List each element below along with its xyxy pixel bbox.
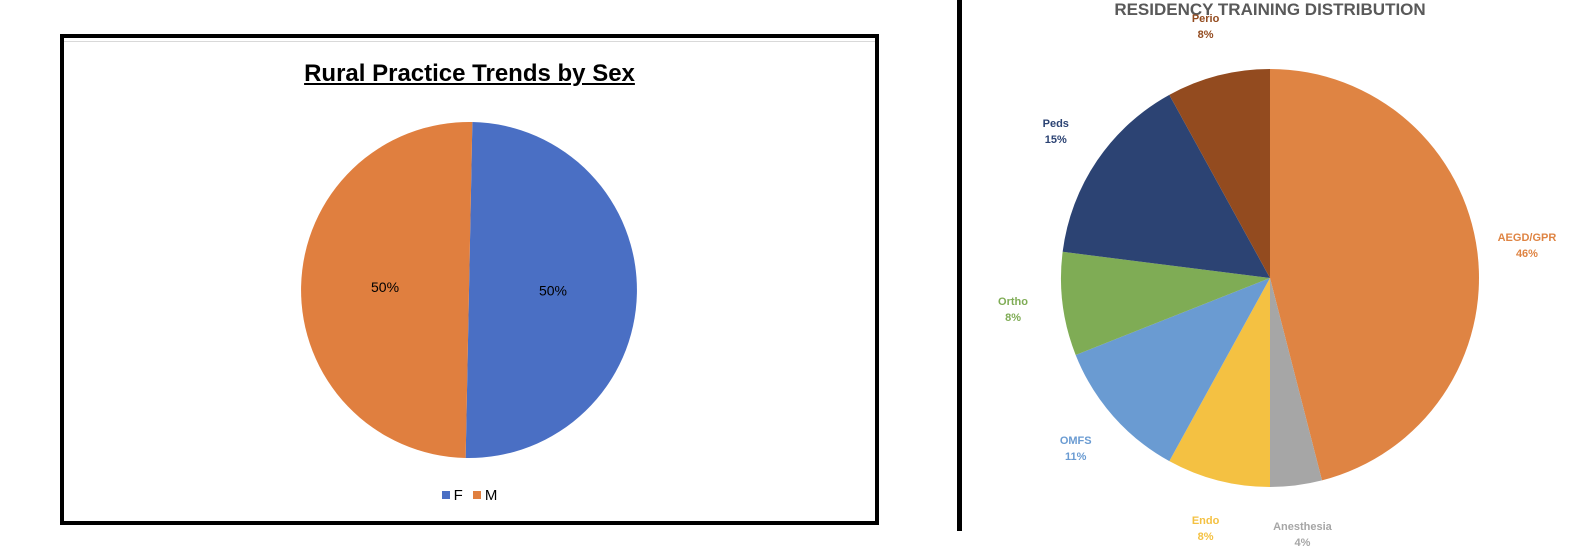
right-pie-chart (1061, 69, 1479, 487)
data-label-value-perio: 8% (1197, 29, 1214, 42)
data-label-name-omfs: OMFS (1059, 435, 1092, 448)
data-label-ortho: Ortho 8% (998, 294, 1028, 326)
panel-top-hairline (64, 41, 875, 42)
data-label-value-peds: 15% (1044, 134, 1067, 147)
pie-slice-perio (1169, 69, 1270, 278)
data-label-name-perio: Perio (1191, 13, 1220, 26)
data-label-name-endo: Endo (1191, 514, 1220, 527)
data-label-aegd-gpr: AEGD/GPR 46% (1498, 230, 1557, 262)
left-pie-chart: 50% 50% (301, 122, 637, 458)
legend-entry-f: F (441, 486, 463, 504)
pie-slice-f (465, 122, 637, 458)
pie-slice-peds (1062, 94, 1270, 279)
legend-entry-m: M (472, 486, 498, 504)
data-label-value-endo: 8% (1197, 530, 1214, 543)
pie-slice-m (301, 122, 473, 458)
pie-slice-anesthesia (1270, 278, 1322, 487)
data-label-endo: Endo 8% (1192, 513, 1220, 545)
panel-divider (957, 0, 962, 531)
pie-slice-ortho (1061, 251, 1270, 355)
data-label-value-anesthesia: 4% (1294, 536, 1311, 549)
pie-slice-omfs (1075, 278, 1270, 462)
data-label-omfs: OMFS 11% (1060, 433, 1092, 465)
legend-swatch-m (472, 491, 481, 499)
data-label-name-ortho: Ortho (998, 296, 1029, 309)
data-label-value-ortho: 8% (1005, 312, 1021, 325)
data-label-perio: Perio 8% (1192, 11, 1220, 43)
legend-label-f: F (453, 486, 463, 504)
legend-swatch-f (441, 491, 450, 499)
chart-legend: F M (64, 486, 875, 504)
data-label-name-anesthesia: Anesthesia (1273, 520, 1332, 533)
data-label-m: 50% (371, 279, 399, 295)
pie-slice-aegd-gpr (1270, 69, 1479, 481)
data-label-value-aegd-gpr: 46% (1515, 247, 1538, 260)
chart-title-residency: RESIDENCY TRAINING DISTRIBUTION (1114, 0, 1426, 19)
data-label-f: 50% (539, 282, 567, 298)
data-label-anesthesia: Anesthesia 4% (1273, 519, 1332, 551)
data-label-peds: Peds 15% (1043, 116, 1069, 148)
pie-slice-endo (1169, 278, 1270, 487)
data-label-name-aegd-gpr: AEGD/GPR (1497, 231, 1557, 244)
chart-title: Rural Practice Trends by Sex (304, 60, 635, 87)
data-label-name-peds: Peds (1042, 118, 1069, 131)
legend-label-m: M (484, 486, 498, 504)
left-chart-panel: Rural Practice Trends by Sex 50% 50% F M (60, 34, 879, 525)
data-label-value-omfs: 11% (1065, 451, 1087, 464)
